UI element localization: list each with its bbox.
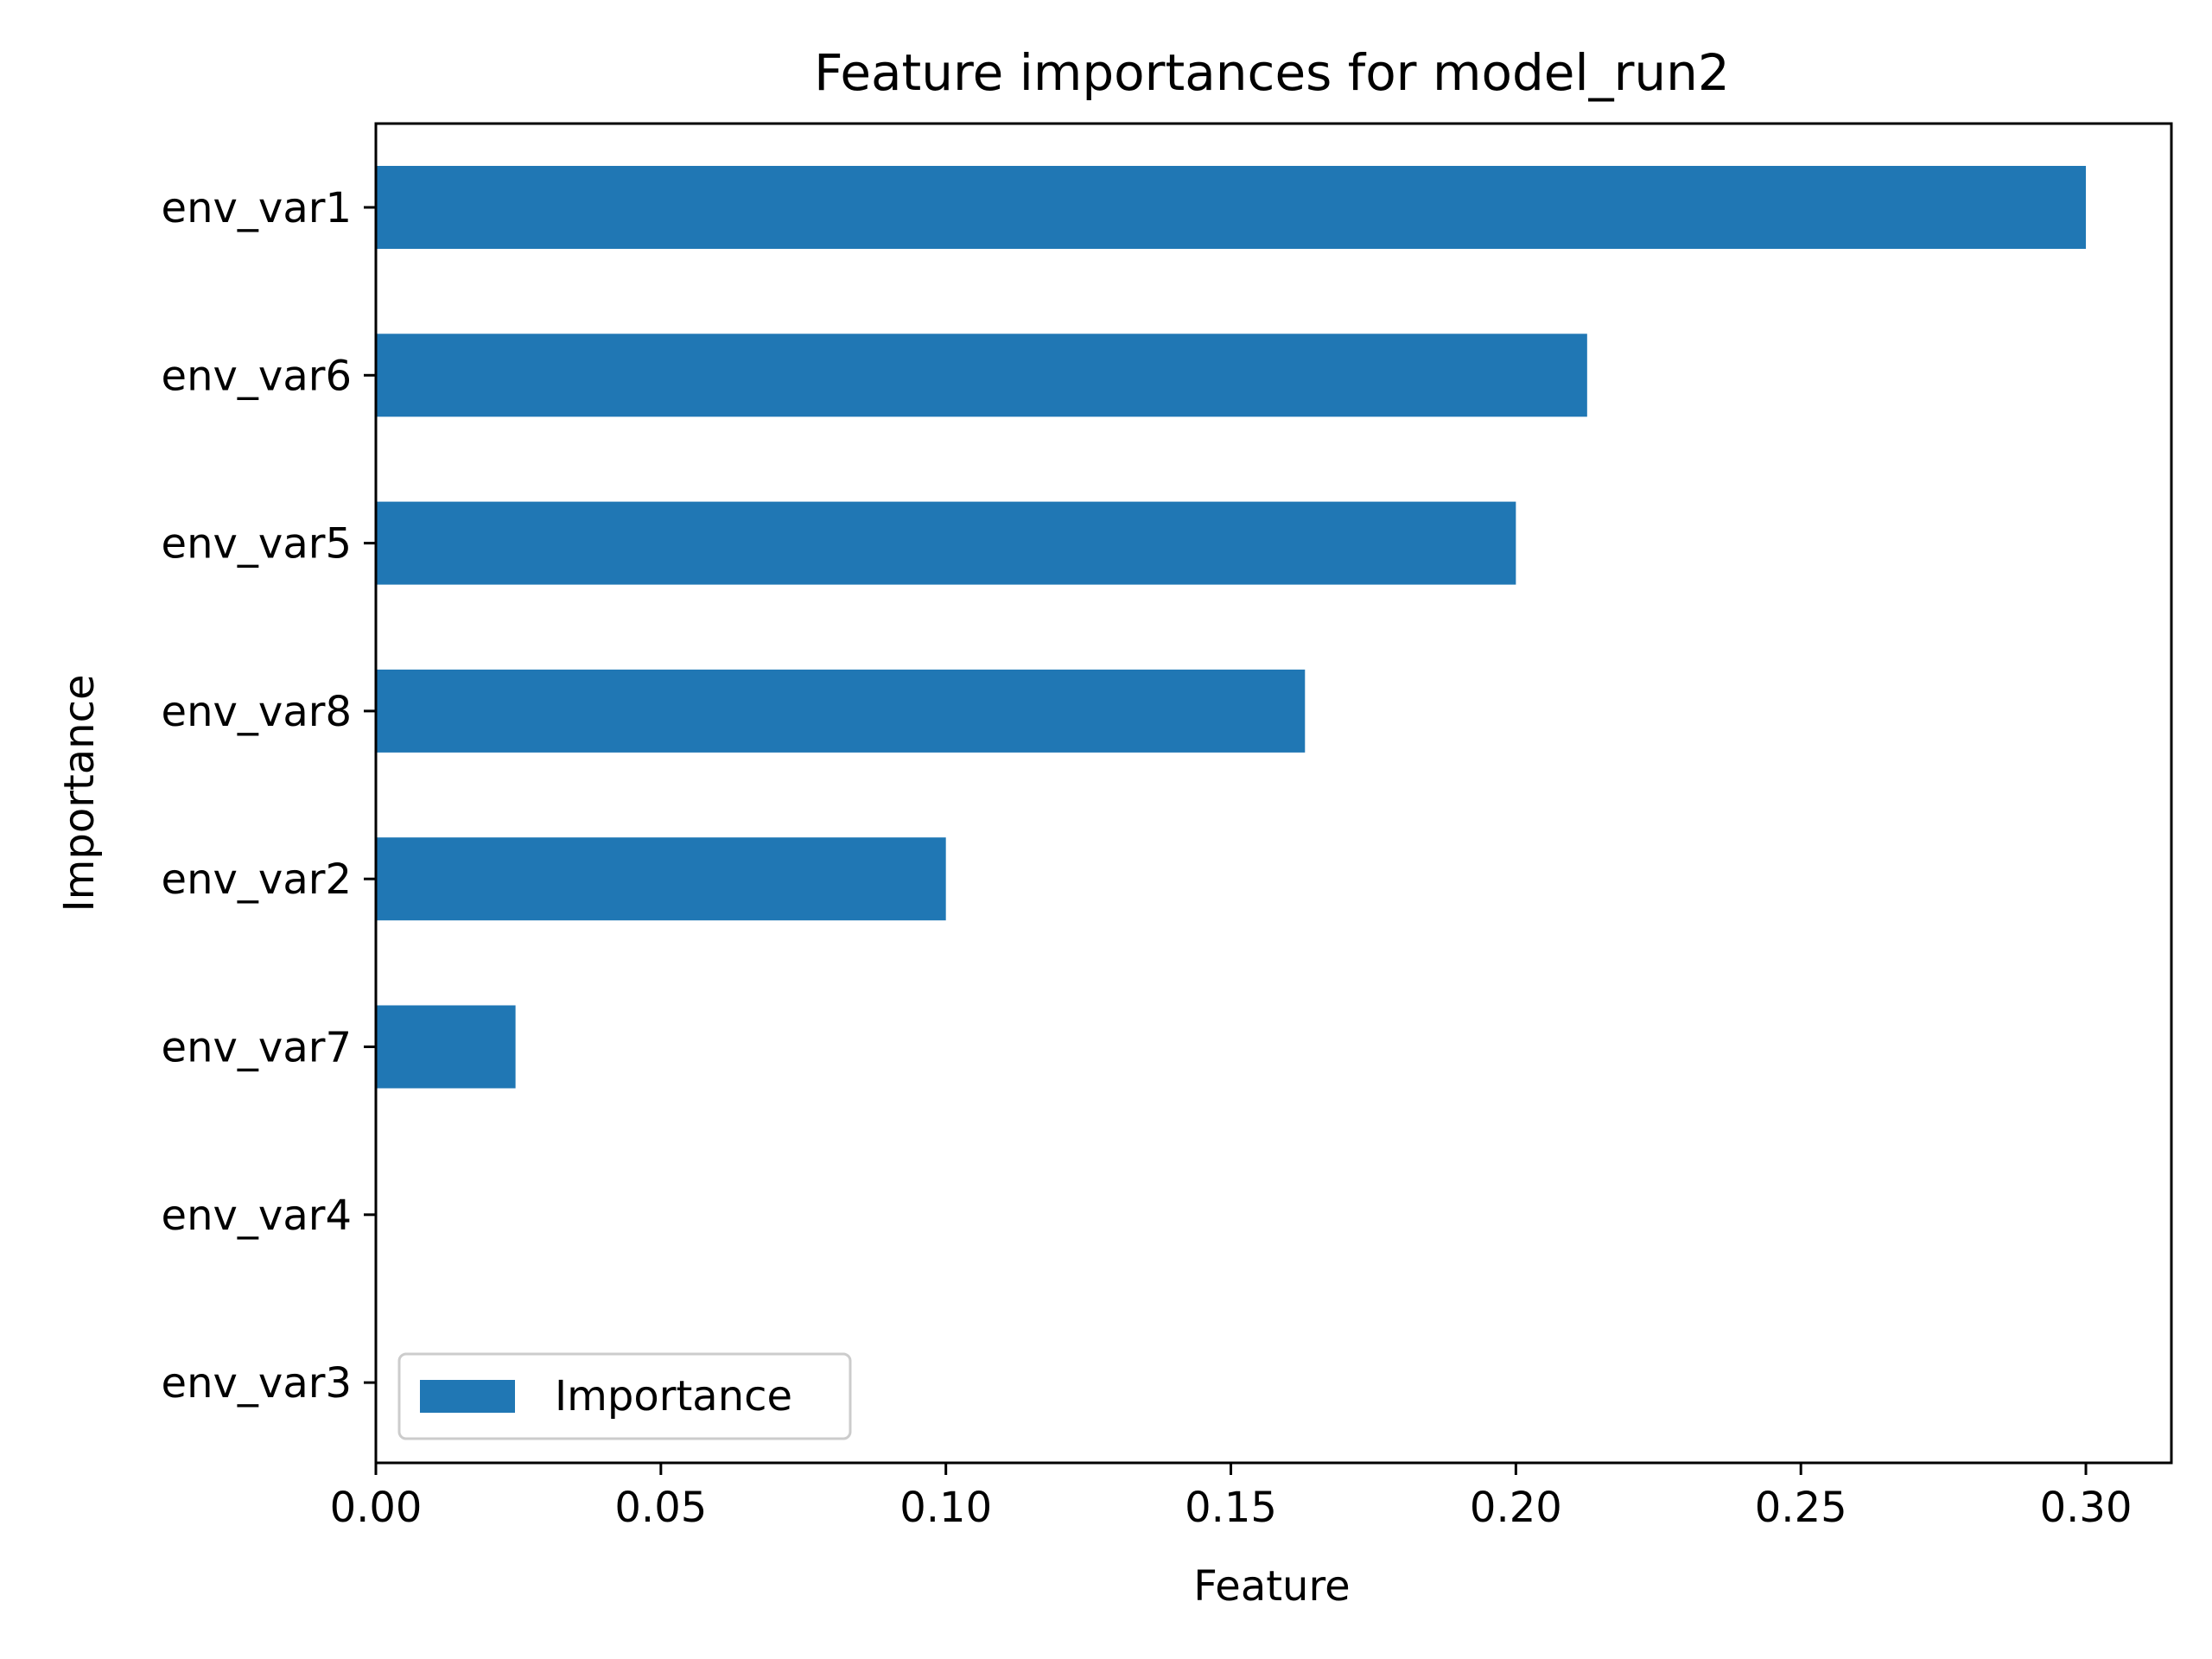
y-tick-label-env_var5: env_var5: [162, 520, 352, 569]
x-tick-label-0.20: 0.20: [1470, 1484, 1562, 1532]
x-tick-label-0.15: 0.15: [1185, 1484, 1277, 1532]
x-tick-label-0.00: 0.00: [330, 1484, 423, 1532]
y-tick-label-env_var4: env_var4: [162, 1192, 352, 1240]
x-tick-label-0.10: 0.10: [899, 1484, 992, 1532]
chart-title: Feature importances for model_run2: [814, 43, 1730, 102]
bars-group: [376, 166, 2087, 1089]
bar-env_var2: [376, 837, 946, 921]
y-tick-label-env_var3: env_var3: [162, 1359, 352, 1408]
x-tick-label-0.25: 0.25: [1755, 1484, 1847, 1532]
legend-box: [397, 1352, 852, 1440]
y-tick-label-env_var1: env_var1: [162, 184, 352, 232]
x-tick-label-0.30: 0.30: [2040, 1484, 2133, 1532]
bar-env_var7: [376, 1005, 516, 1089]
x-axis-label: Feature: [1193, 1562, 1350, 1611]
legend-swatch-importance: [420, 1380, 515, 1413]
bar-env_var1: [376, 166, 2087, 249]
x-axis-ticks: 0.00 0.05 0.10 0.15 0.20 0.25 0.30: [330, 1463, 2133, 1532]
y-tick-label-env_var2: env_var2: [162, 855, 352, 904]
plot-frame: [374, 122, 2173, 1465]
bar-env_var8: [376, 669, 1306, 753]
legend-label-importance: Importance: [555, 1372, 792, 1421]
y-axis-label: Importance: [55, 674, 104, 912]
bar-env_var6: [376, 334, 1587, 417]
bar-env_var5: [376, 501, 1516, 585]
y-tick-label-env_var6: env_var6: [162, 352, 352, 400]
x-tick-label-0.05: 0.05: [614, 1484, 707, 1532]
y-tick-label-env_var7: env_var7: [162, 1024, 352, 1072]
legend: Importance: [397, 1352, 852, 1440]
y-axis-ticks: env_var1 env_var6 env_var5 env_var8 env_var2…: [162, 184, 376, 1408]
y-tick-label-env_var8: env_var8: [162, 688, 352, 736]
